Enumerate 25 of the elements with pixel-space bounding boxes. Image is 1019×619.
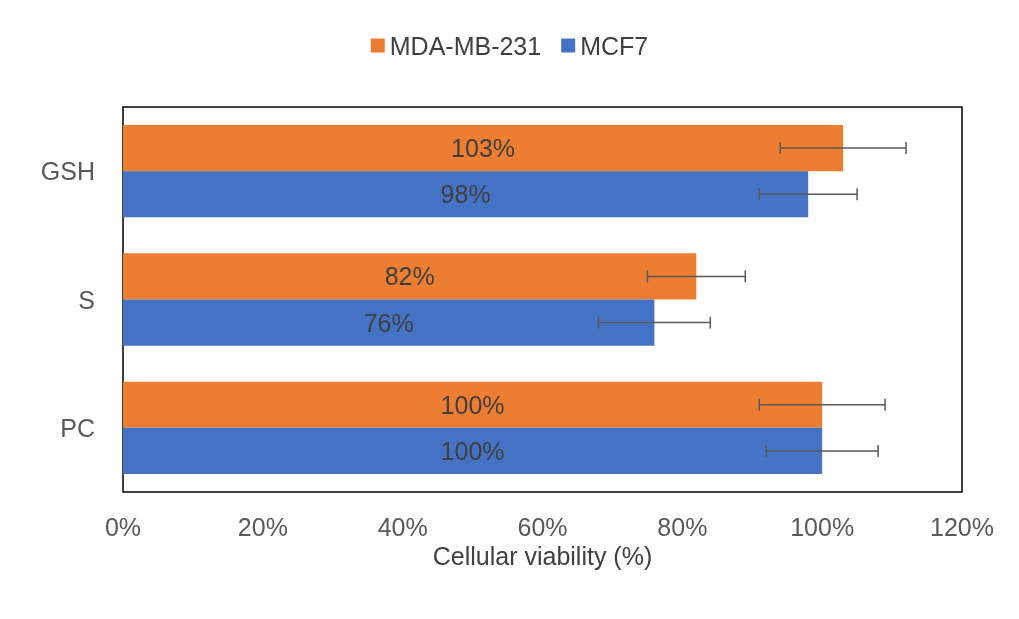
bar bbox=[123, 124, 844, 172]
x-tick-label: 0% bbox=[104, 512, 142, 541]
legend-label: MDA-MB-231 bbox=[389, 31, 542, 60]
x-tick-label: 20% bbox=[237, 512, 288, 541]
legend-label: MCF7 bbox=[580, 31, 649, 60]
x-axis-title: Cellular viability (%) bbox=[432, 542, 653, 571]
bar bbox=[123, 171, 809, 218]
data-label: 98% bbox=[440, 180, 491, 209]
x-tick-label: 120% bbox=[930, 512, 994, 541]
x-tick-label: 40% bbox=[377, 512, 428, 541]
bar bbox=[123, 427, 823, 475]
y-tick-label: PC bbox=[60, 413, 95, 442]
y-tick-label: S bbox=[78, 285, 95, 314]
bar bbox=[123, 253, 697, 300]
bar bbox=[123, 381, 823, 428]
data-label: 103% bbox=[451, 134, 516, 163]
data-label: 76% bbox=[363, 308, 414, 337]
bar bbox=[123, 299, 655, 346]
data-label: 100% bbox=[440, 390, 505, 419]
x-tick-label: 60% bbox=[517, 512, 568, 541]
x-tick-label: 80% bbox=[657, 512, 708, 541]
x-tick-label: 100% bbox=[790, 512, 855, 541]
y-tick-label: GSH bbox=[40, 157, 95, 186]
data-label: 100% bbox=[440, 436, 505, 465]
data-label: 82% bbox=[384, 262, 435, 291]
